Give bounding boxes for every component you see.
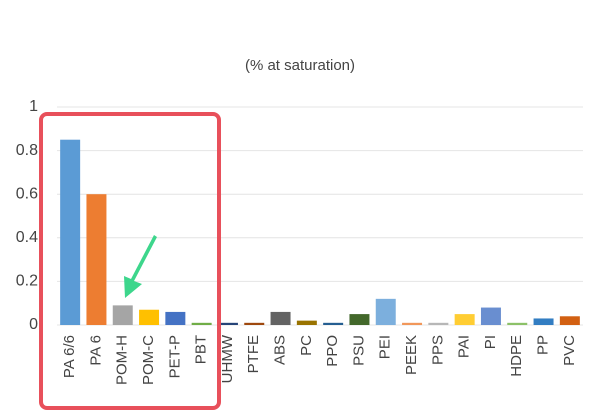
y-tick-label: 0.8 [16, 142, 38, 159]
bar [559, 316, 580, 325]
bar [349, 314, 370, 325]
y-tick-label: 1 [29, 98, 38, 115]
x-tick-label: PET-P [166, 335, 183, 378]
bar [139, 309, 160, 325]
x-tick-label: POM-H [114, 335, 131, 385]
bar [60, 139, 81, 325]
bar [112, 305, 133, 325]
x-tick-label: HDPE [508, 335, 525, 377]
bar [244, 322, 265, 325]
x-tick-label: PTFE [245, 335, 262, 373]
bar [191, 322, 212, 325]
bar [86, 194, 107, 325]
x-tick-label: PPS [429, 335, 446, 365]
chart-title: (% at saturation) [245, 57, 355, 74]
y-tick-label: 0.6 [16, 185, 38, 202]
bar [296, 320, 317, 325]
bar [323, 322, 344, 325]
x-tick-label: PSU [350, 335, 367, 366]
x-tick-label: PAI [456, 335, 473, 358]
bar [165, 311, 186, 325]
x-tick-label: POM-C [140, 335, 157, 385]
x-tick-label: PA 6/6 [61, 335, 78, 378]
x-tick-label: PEI [377, 335, 394, 359]
x-tick-label: PI [482, 335, 499, 349]
bar [533, 318, 554, 325]
highlight-box [39, 112, 221, 410]
bar [480, 307, 501, 325]
bar [375, 298, 396, 325]
bar [270, 311, 291, 325]
y-tick-label: 0 [29, 316, 38, 333]
y-tick-label: 0.4 [16, 229, 38, 246]
highlight-arrow [124, 235, 157, 298]
bar [454, 314, 475, 325]
x-tick-label: PPO [324, 335, 341, 367]
x-tick-label: PBT [193, 335, 210, 364]
x-tick-label: ABS [272, 335, 289, 365]
bar [428, 322, 449, 325]
bar [402, 322, 423, 325]
x-tick-label: PVC [561, 335, 578, 366]
bar [507, 322, 528, 325]
x-tick-label: PEEK [403, 335, 420, 375]
plot-area: 0 0.2 0.4 0.6 0.8 1 PA 6/6 PA 6 POM-H POM-C PET-P P… [16, 98, 583, 385]
x-tick-label: PC [298, 335, 315, 356]
y-tick-label: 0.2 [16, 273, 38, 290]
x-tick-label: PP [535, 335, 552, 355]
x-tick-label: PA 6 [87, 335, 104, 366]
x-tick-label: UHMW [219, 334, 236, 383]
bar [217, 322, 238, 325]
